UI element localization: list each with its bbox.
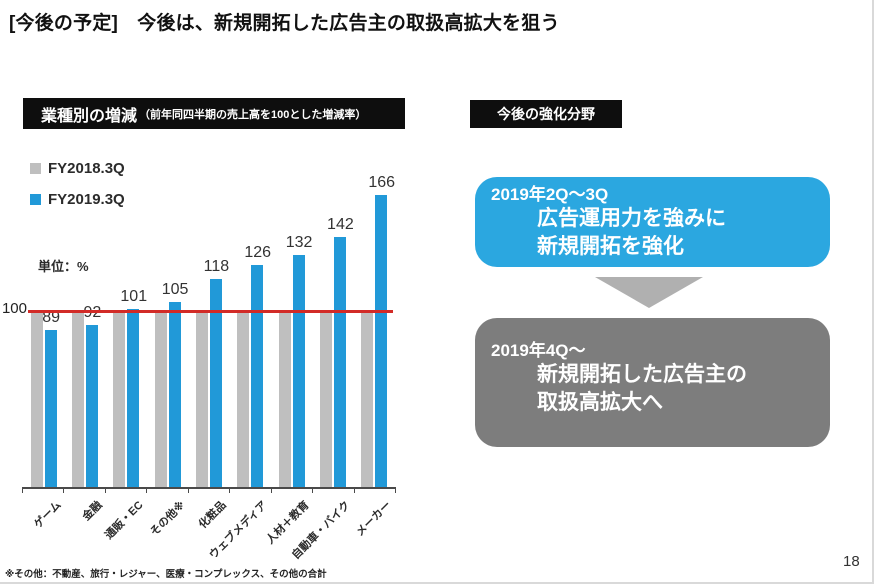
bar-value-label: 118 — [203, 258, 230, 275]
baseline-100-label: 100 — [1, 300, 27, 317]
legend-label: FY2018.3Q — [48, 160, 125, 177]
bar-value-label: 105 — [161, 281, 189, 298]
bar-group: 166 — [354, 170, 395, 487]
legend-swatch-icon — [30, 194, 41, 205]
chart-header-subtitle: （前年同四半期の売上高を100とした増減率） — [139, 108, 367, 121]
roadmap-step-1: 2019年2Q～3Q 広告運用力を強みに 新規開拓を強化 — [475, 177, 830, 267]
roadmap-header-label: 今後の強化分野 — [497, 106, 595, 122]
bar-group: 89 — [23, 170, 64, 487]
legend-label: FY2019.3Q — [48, 191, 125, 208]
bar-fy2019-3q — [209, 279, 222, 487]
bar-value-label: 92 — [84, 305, 102, 321]
bar-group: 126 — [230, 170, 271, 487]
bar-value-label: 142 — [327, 216, 354, 233]
roadmap-step-2-line: 新規開拓した広告主の — [537, 363, 747, 387]
page-title: [今後の予定] 今後は、新規開拓した広告主の取扱高拡大を狙う — [9, 13, 560, 34]
bar-fy2018-3q — [113, 311, 126, 487]
bar-fy2019-3q — [251, 265, 264, 487]
axis-tick — [394, 487, 396, 493]
bar-fy2018-3q — [361, 311, 374, 487]
legend-item: FY2018.3Q — [30, 160, 125, 177]
bar-fy2018-3q — [71, 311, 84, 487]
axis-tick — [187, 487, 189, 493]
x-axis-label: その他※ — [147, 499, 188, 539]
bar-fy2018-3q — [319, 311, 332, 487]
bar-fy2019-3q — [44, 330, 57, 487]
down-arrow-icon — [595, 277, 703, 308]
x-axis-label: ゲーム — [31, 499, 64, 531]
bar-fy2018-3q — [30, 311, 43, 487]
legend-item: FY2019.3Q — [30, 191, 125, 208]
unit-label: 単位：% — [38, 259, 89, 274]
bar-fy2019-3q — [375, 195, 388, 487]
roadmap-step-2: 2019年4Q～ 新規開拓した広告主の 取扱高拡大へ — [475, 318, 830, 447]
chart-legend: FY2018.3Q FY2019.3Q — [30, 160, 125, 222]
roadmap-section-header: 今後の強化分野 — [470, 100, 622, 128]
bar-group: 92 — [64, 170, 105, 487]
bar-fy2018-3q — [195, 311, 208, 487]
x-axis-label: 化粧品 — [196, 499, 229, 531]
bar-group: 101 — [106, 170, 147, 487]
x-axis-label: メーカー — [354, 499, 394, 539]
roadmap-step-1-line: 新規開拓を強化 — [537, 234, 684, 258]
bar-value-label: 101 — [120, 288, 148, 305]
bar-fy2019-3q — [292, 255, 305, 487]
axis-tick — [104, 487, 106, 493]
page-number: 18 — [843, 553, 860, 570]
bar-group: 105 — [147, 170, 188, 487]
legend-swatch-icon — [30, 163, 41, 174]
bar-fy2018-3q — [237, 311, 250, 487]
bar-group: 132 — [271, 170, 312, 487]
axis-tick — [312, 487, 314, 493]
bar-group: 118 — [188, 170, 229, 487]
axis-tick — [270, 487, 272, 493]
reference-line-100 — [28, 310, 393, 313]
bar-chart-plot: 89ゲーム92金融101通販・EC105その他※118化粧品126ウェブメディア… — [22, 170, 396, 562]
chart-section-header: 業種別の増減 （前年同四半期の売上高を100とした増減率） — [23, 98, 405, 129]
bar-group: 142 — [312, 170, 354, 487]
roadmap-step-2-period: 2019年4Q～ — [491, 341, 586, 360]
axis-tick — [229, 487, 231, 493]
bar-fy2019-3q — [168, 302, 181, 487]
roadmap-step-2-line: 取扱高拡大へ — [537, 390, 663, 414]
bar-fy2019-3q — [85, 325, 98, 487]
axis-tick — [22, 487, 23, 493]
bar-fy2018-3q — [154, 311, 167, 487]
bar-value-label: 89 — [42, 309, 60, 326]
x-axis-label: 通販・EC — [103, 499, 146, 542]
bar-fy2019-3q — [333, 237, 346, 487]
bar-value-label: 126 — [244, 244, 272, 261]
axis-tick — [353, 487, 355, 493]
roadmap-step-1-line: 広告運用力を強みに — [537, 207, 726, 231]
axis-tick — [146, 487, 148, 493]
axis-tick — [63, 487, 65, 493]
x-axis-label: 金融 — [80, 499, 105, 524]
roadmap-step-1-period: 2019年2Q～3Q — [491, 185, 609, 204]
chart-header-title: 業種別の増減 — [41, 107, 138, 125]
bar-fy2019-3q — [127, 309, 140, 487]
bar-fy2018-3q — [278, 311, 291, 487]
chart-footnote: ※その他：不動産、旅行・レジャー、医療・コンプレックス、その他の合計 — [5, 569, 327, 580]
bar-value-label: 132 — [285, 234, 313, 251]
x-axis-ticks — [22, 487, 396, 493]
bar-value-label: 166 — [368, 174, 396, 191]
